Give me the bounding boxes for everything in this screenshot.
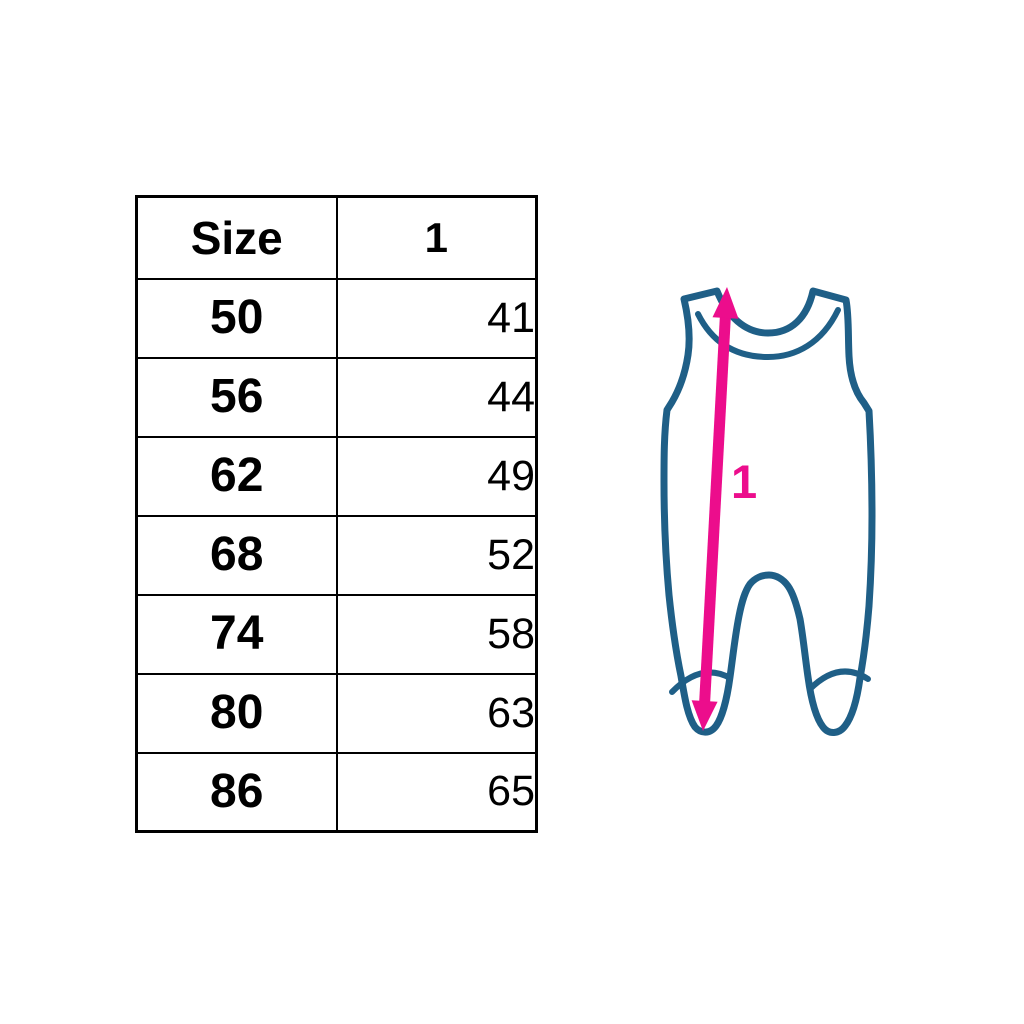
size-cell: 68 [135,514,338,596]
size-cell: 62 [135,435,338,517]
size-cell: 80 [135,672,338,754]
measurement-1-column-header: 1 [335,195,538,280]
value-cell: 58 [335,593,538,675]
arrow-head-bottom-icon [691,700,718,731]
arrow-head-top-icon [712,287,739,319]
value-cell: 52 [335,514,538,596]
size-cell: 86 [135,751,338,833]
table-row: 68 52 [135,514,538,596]
table-row: 86 65 [135,751,538,833]
size-cell: 74 [135,593,338,675]
table-row: 74 58 [135,593,538,675]
value-cell: 44 [335,356,538,438]
size-column-header: Size [135,195,338,280]
table-row: 50 41 [135,277,538,359]
value-cell: 65 [335,751,538,833]
value-cell: 41 [335,277,538,359]
size-table-body: 50 41 56 44 62 49 68 52 74 58 80 63 [135,277,538,833]
size-table-header: Size 1 [135,195,538,280]
size-cell: 56 [135,356,338,438]
header-row: Size 1 [135,195,538,280]
romper-measurement-diagram: 1 [660,287,876,736]
measurement-arrow-shaft [699,313,731,706]
romper-outline-icon [660,287,876,736]
size-cell: 50 [135,277,338,359]
size-table: Size 1 50 41 56 44 62 49 68 52 74 [135,195,538,833]
table-row: 80 63 [135,672,538,754]
table-row: 56 44 [135,356,538,438]
collar-band-line [695,307,841,361]
table-row: 62 49 [135,435,538,517]
value-cell: 49 [335,435,538,517]
right-foot-line [807,668,871,692]
value-cell: 63 [335,672,538,754]
measurement-label: 1 [731,455,757,508]
